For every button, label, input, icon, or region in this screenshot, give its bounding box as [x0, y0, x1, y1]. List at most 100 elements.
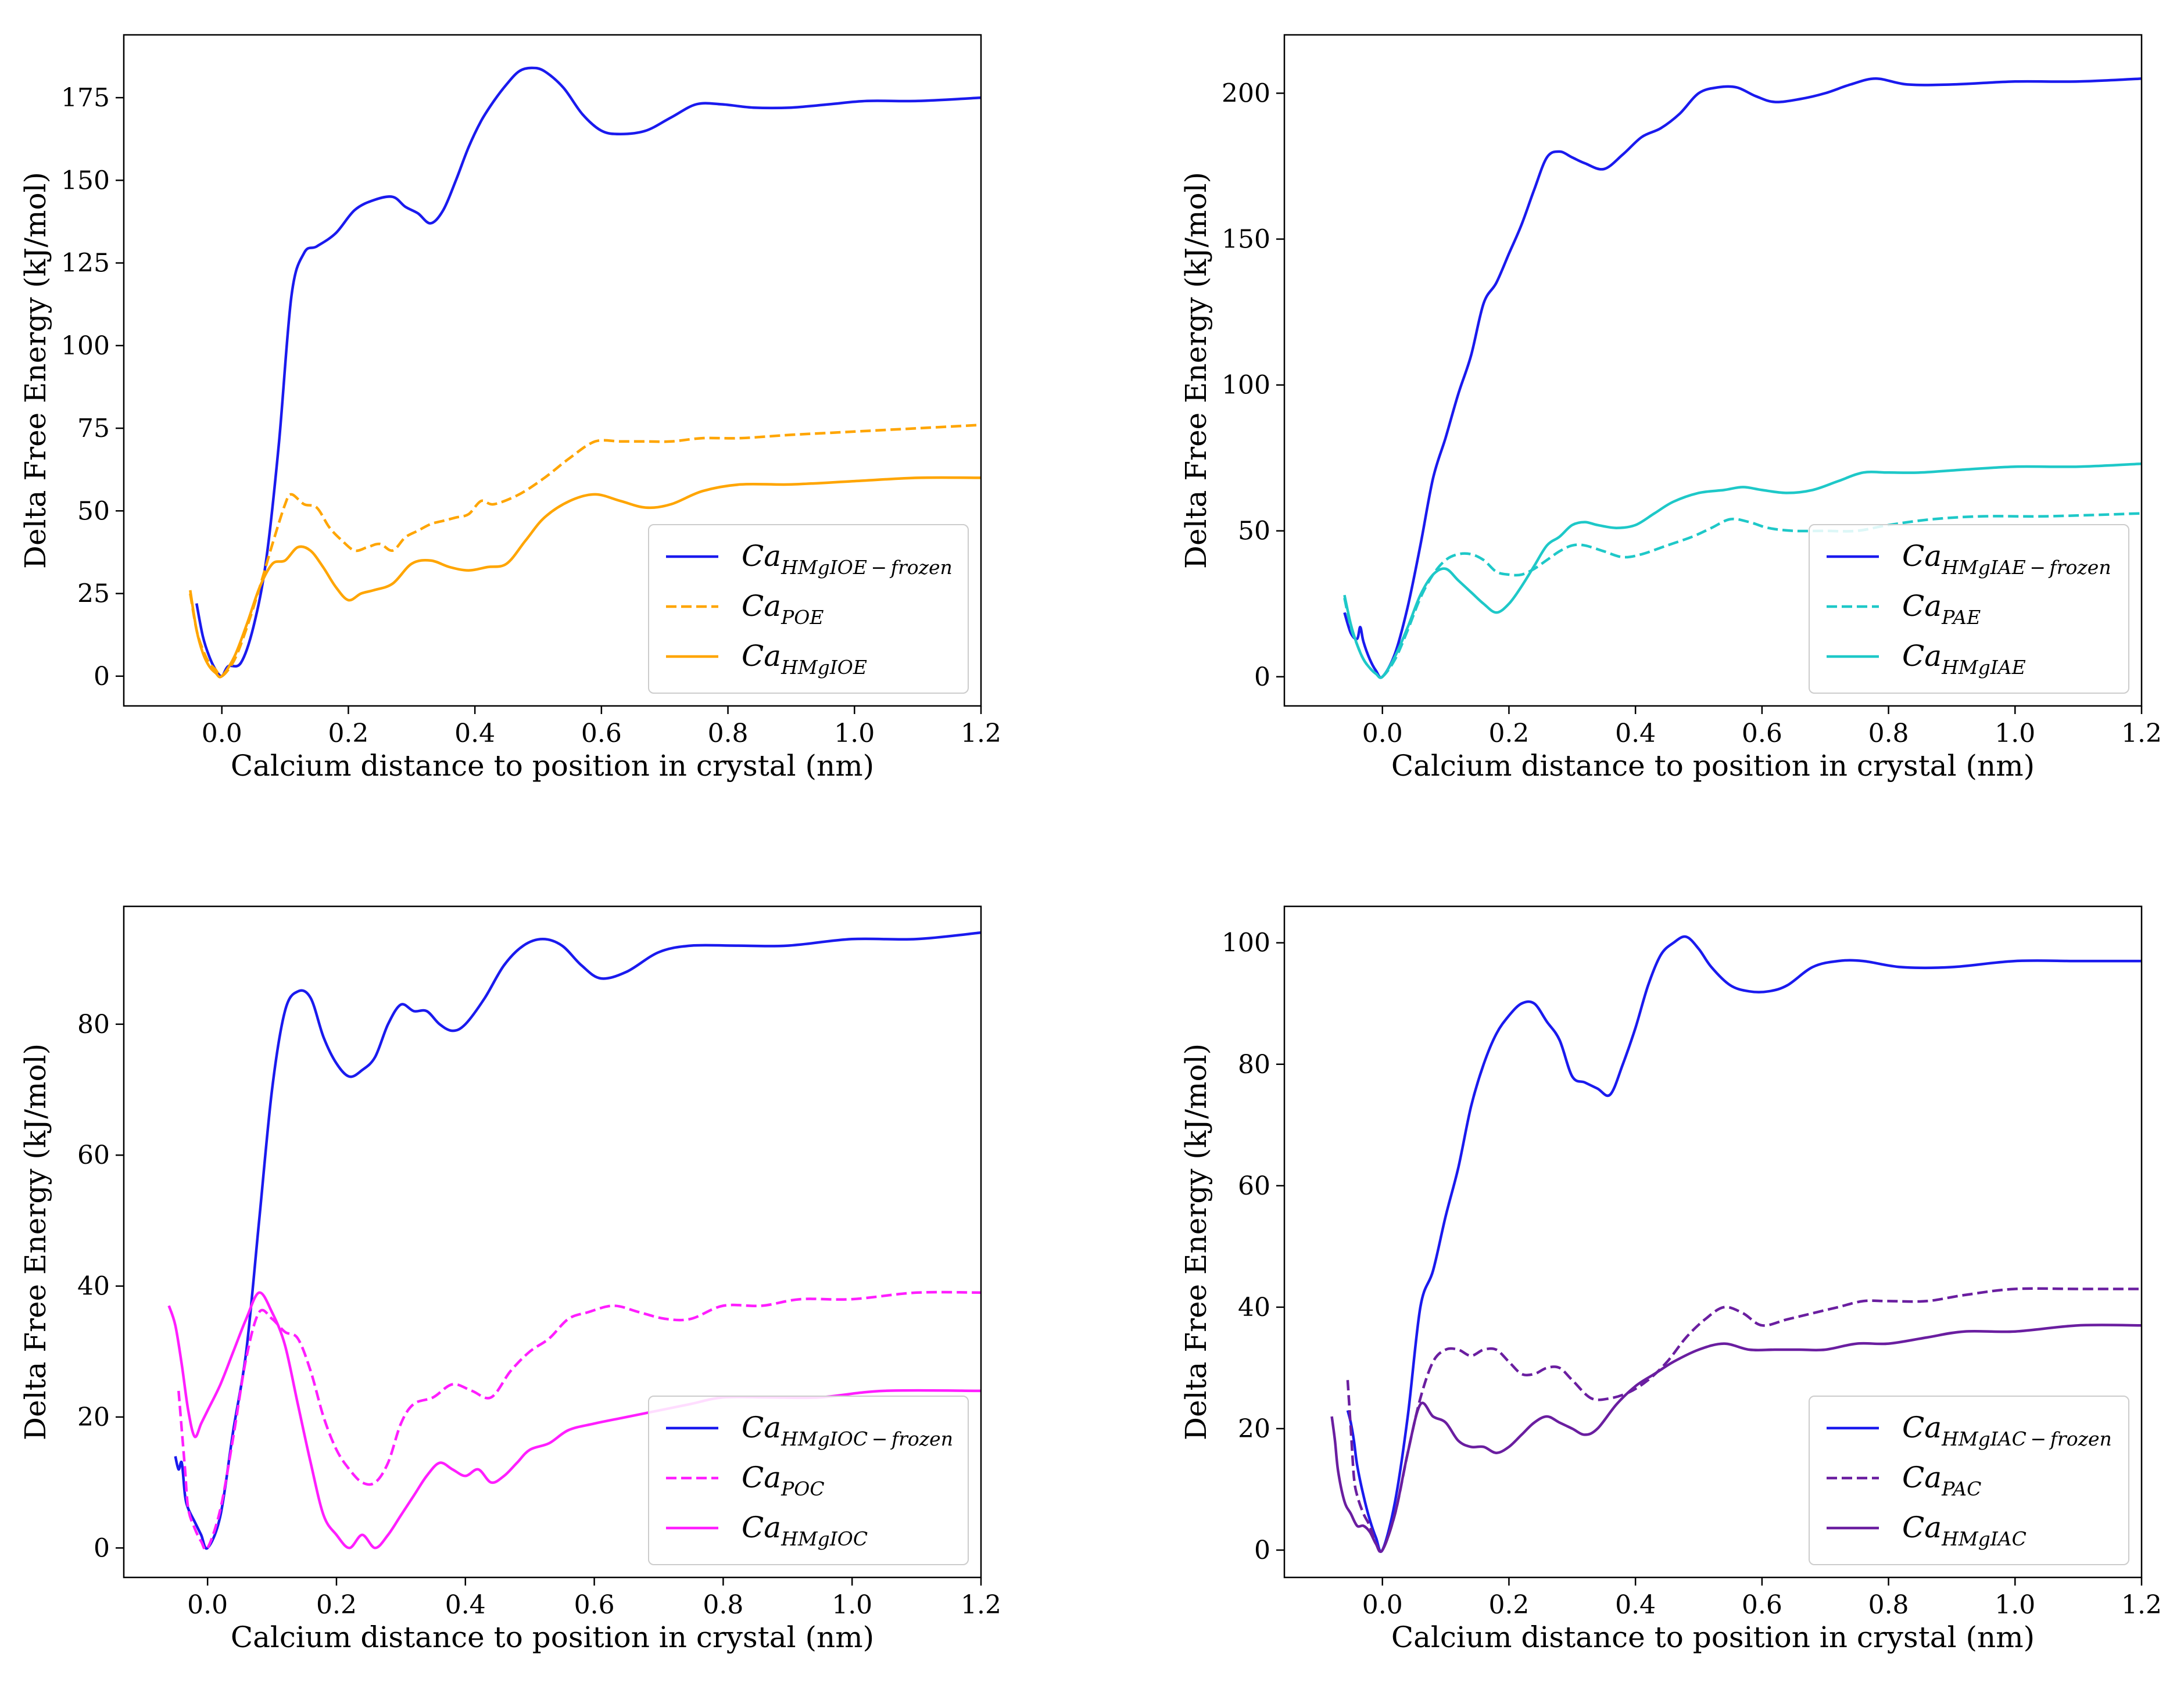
y-axis-label: Delta Free Energy (kJ/mol): [1179, 172, 1213, 569]
y-tick-label: 20: [77, 1403, 110, 1432]
series-line-ca-pac: [1346, 1287, 2142, 1554]
x-tick-label: 0.0: [1362, 1590, 1403, 1620]
y-tick-label: 0: [1254, 662, 1270, 692]
plot-frame: [1283, 34, 2143, 707]
legend-label: CaPOC: [742, 1461, 825, 1500]
x-tick-label: 0.2: [1488, 719, 1529, 748]
x-tick-label: 0.6: [1742, 1590, 1782, 1620]
x-axis-label: Calcium distance to position in crystal …: [1391, 749, 2035, 783]
y-tick-label: 100: [1222, 928, 1270, 958]
legend-label-subscript: HMgIAC: [1941, 1527, 2027, 1550]
x-tick-label: 0.2: [1488, 1590, 1529, 1620]
y-tick-label: 75: [77, 414, 110, 443]
legend-label-subscript: HMgIAE: [1941, 656, 2026, 679]
legend-box: [648, 1396, 969, 1565]
y-tick-label: 50: [77, 496, 110, 526]
legend-label: CaHMgIOE − frozen: [742, 539, 953, 579]
y-tick-label: 200: [1222, 78, 1270, 108]
plot-frame: [123, 34, 982, 707]
legend-label: CaHMgIOE: [742, 639, 867, 679]
legend-label-subscript: POE: [780, 606, 824, 629]
y-tick-label: 60: [77, 1141, 110, 1170]
y-tick-label: 60: [1238, 1171, 1270, 1201]
x-tick-label: 0.4: [445, 1590, 486, 1620]
legend-label-subscript: HMgIAC − frozen: [1941, 1428, 2112, 1450]
legend-label-main: Ca: [742, 1411, 781, 1444]
legend-label-subscript: PAE: [1941, 606, 1981, 629]
legend-label-main: Ca: [1902, 1511, 1942, 1544]
y-tick-label: 100: [1222, 371, 1270, 400]
series-line-ca-poc: [177, 1290, 981, 1551]
x-tick-label: 1.0: [1995, 719, 2035, 748]
series-line-ca-hmgiac-frozen: [1346, 935, 2142, 1553]
legend-label-subscript: HMgIOC − frozen: [780, 1428, 953, 1450]
legend-label-main: Ca: [742, 589, 781, 623]
y-tick-label: 40: [77, 1272, 110, 1301]
x-tick-label: 0.8: [708, 719, 749, 748]
y-tick-label: 20: [1238, 1414, 1270, 1444]
series-line-ca-hmgiae: [1343, 462, 2142, 679]
legend-label-subscript: HMgIOE − frozen: [780, 556, 953, 579]
plot-frame: [123, 905, 982, 1579]
legend-label-subscript: PAC: [1941, 1477, 1981, 1500]
x-tick-label: 0.4: [454, 719, 495, 748]
y-tick-label: 0: [94, 662, 110, 691]
y-tick-label: 25: [77, 579, 110, 609]
series-line-ca-poe: [189, 424, 981, 678]
x-axis-label: Calcium distance to position in crystal …: [231, 749, 874, 783]
x-axis-label: Calcium distance to position in crystal …: [231, 1620, 874, 1654]
y-tick-label: 125: [61, 249, 110, 278]
x-tick-label: 0.4: [1615, 1590, 1656, 1620]
legend-label: CaHMgIOC: [742, 1511, 868, 1550]
legend-label-main: Ca: [1902, 1411, 1942, 1444]
legend-label: CaHMgIAC: [1902, 1511, 2027, 1550]
legend-box: [1809, 1396, 2129, 1565]
x-axis-label: Calcium distance to position in crystal …: [1391, 1620, 2035, 1654]
y-axis-label: Delta Free Energy (kJ/mol): [19, 1043, 52, 1440]
legend-label: CaPAE: [1902, 589, 1981, 629]
x-tick-label: 1.2: [961, 1590, 1001, 1620]
x-tick-label: 1.0: [832, 1590, 872, 1620]
x-tick-label: 0.0: [202, 719, 242, 748]
panel-bottom-left: 0.0 0.2 0.4 0.6 0.8 1.0 1.2 0 20 40 60 80 Calcium di…: [19, 905, 1001, 1654]
legend-label: CaPAC: [1902, 1461, 1981, 1500]
x-tick-label: 1.0: [834, 719, 875, 748]
legend-label-subscript: HMgIOE: [780, 656, 867, 679]
panel-bottom-right: 0.0 0.2 0.4 0.6 0.8 1.0 1.2 0 20 40 60 80 100 Calcium…: [1179, 905, 2162, 1654]
x-tick-label: 0.6: [1742, 719, 1782, 748]
x-tick-label: 0.0: [187, 1590, 228, 1620]
x-tick-label: 1.2: [961, 719, 1001, 748]
y-axis-label: Delta Free Energy (kJ/mol): [19, 172, 52, 569]
y-axis-label: Delta Free Energy (kJ/mol): [1179, 1043, 1213, 1440]
panel-top-left: 0.0 0.2 0.4 0.6 0.8 1.0 1.2 0 25 50 75 100 125 150 175…: [19, 34, 1001, 783]
plot-frame: [1283, 905, 2143, 1579]
legend-label-subscript: HMgIOC: [780, 1527, 868, 1550]
legend-label-main: Ca: [1902, 539, 1942, 573]
legend-label-main: Ca: [1902, 589, 1942, 623]
x-tick-label: 0.2: [316, 1590, 357, 1620]
legend-label-main: Ca: [742, 1511, 781, 1544]
series-group: [189, 66, 981, 679]
x-tick-label: 0.4: [1615, 719, 1656, 748]
series-line-ca-hmgioe: [189, 476, 981, 679]
y-tick-label: 40: [1238, 1293, 1270, 1322]
y-tick-label: 150: [1222, 225, 1270, 254]
y-tick-label: 80: [1238, 1050, 1270, 1080]
x-tick-label: 0.8: [703, 1590, 743, 1620]
x-tick-label: 0.2: [328, 719, 368, 748]
y-tick-label: 0: [1254, 1536, 1270, 1565]
x-tick-label: 0.6: [574, 1590, 615, 1620]
legend-label-main: Ca: [1902, 639, 1942, 673]
x-tick-label: 1.0: [1995, 1590, 2035, 1620]
y-tick-label: 150: [61, 166, 110, 195]
legend-label-subscript: POC: [780, 1477, 825, 1500]
legend-box: [1809, 524, 2129, 694]
legend-label-subscript: HMgIAE − frozen: [1941, 556, 2111, 579]
y-tick-label: 100: [61, 331, 110, 361]
x-tick-label: 1.2: [2121, 719, 2162, 748]
y-tick-label: 175: [61, 83, 110, 113]
